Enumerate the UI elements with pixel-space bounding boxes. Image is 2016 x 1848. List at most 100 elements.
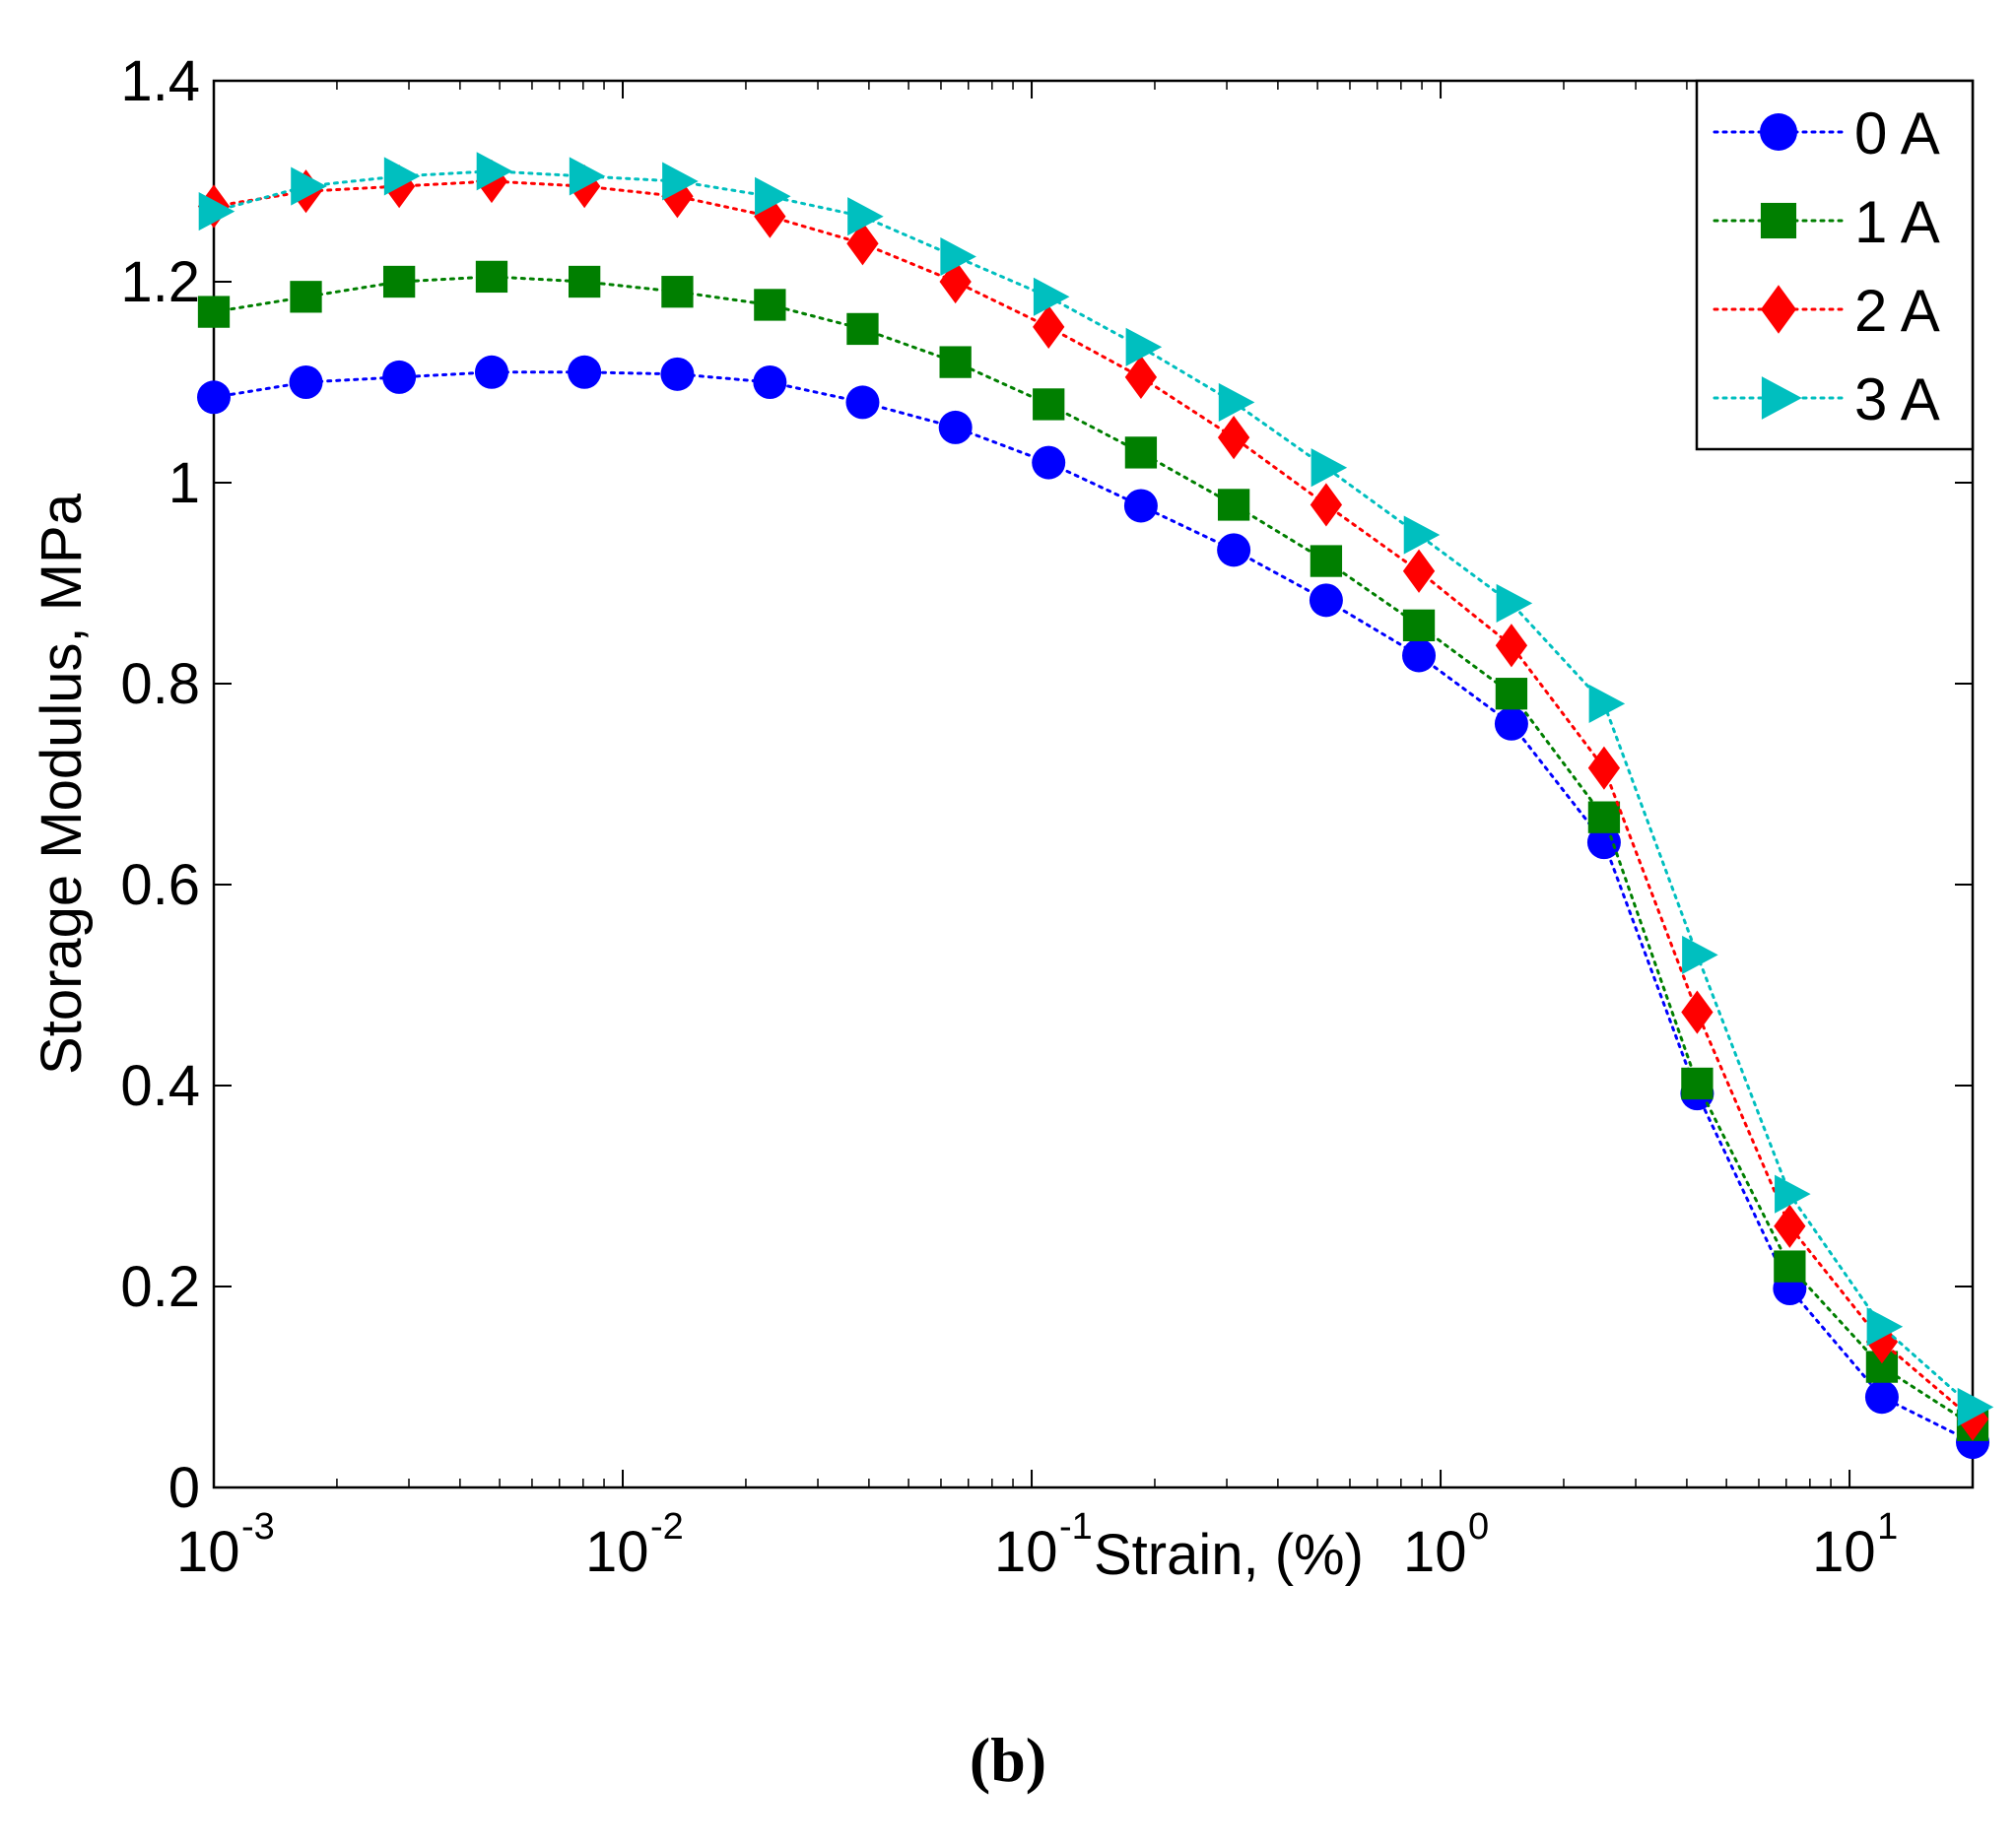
data-point: [1309, 583, 1343, 618]
legend-entry: 2 A: [1713, 278, 1940, 344]
y-tick-label: 0.8: [120, 652, 200, 716]
data-point: [1124, 436, 1158, 469]
data-point: [754, 289, 786, 321]
data-point: [1217, 489, 1250, 521]
data-point: [1033, 277, 1070, 316]
data-point: [1864, 1380, 1899, 1415]
data-point: [938, 410, 973, 444]
x-tick-label: 10 -2: [585, 1506, 684, 1584]
data-point: [475, 260, 508, 294]
data-point: [1774, 1204, 1806, 1248]
data-point: [1124, 355, 1158, 399]
data-point: [382, 360, 417, 394]
series-0-a: [197, 355, 1989, 1460]
data-point: [1402, 549, 1436, 593]
data-point: [1682, 935, 1718, 974]
data-point: [1218, 382, 1255, 422]
legend-label: 1 A: [1854, 189, 1940, 255]
legend-marker: [1761, 376, 1802, 420]
legend-label: 0 A: [1854, 100, 1940, 166]
data-point: [476, 152, 513, 191]
data-point: [1681, 990, 1714, 1034]
legend-marker: [1760, 285, 1797, 334]
data-point: [662, 162, 699, 201]
x-axis-title: Strain, (%): [1094, 1523, 1364, 1587]
y-tick-label: 0.6: [120, 853, 200, 917]
series-layer: [197, 152, 1994, 1460]
y-tick-label: 1: [168, 451, 200, 515]
data-point: [1217, 533, 1251, 567]
data-point: [1123, 489, 1158, 523]
data-point: [1403, 515, 1441, 555]
data-point: [1957, 1387, 1994, 1426]
data-point: [289, 365, 323, 399]
data-point: [1775, 1174, 1811, 1214]
data-point: [1587, 801, 1621, 833]
data-point: [847, 197, 884, 236]
data-point: [568, 265, 601, 298]
legend: 0 A 1 A 2 A 3 A: [1695, 79, 1975, 451]
x-tick-base: 10: [994, 1520, 1058, 1584]
data-point: [755, 176, 791, 216]
legend-label: 3 A: [1854, 366, 1940, 432]
data-point: [1494, 706, 1528, 741]
data-point: [845, 385, 880, 420]
legend-box: [1695, 79, 1975, 451]
data-point: [197, 296, 231, 328]
data-point: [1402, 638, 1437, 673]
series-line: [212, 169, 1975, 1409]
storage-modulus-chart: 00.20.40.60.811.21.410 -3 10 -2 10 -1 10 0 10 1St…: [30, 49, 1994, 1587]
data-point: [1310, 483, 1343, 527]
data-point: [1496, 583, 1533, 623]
data-point: [1032, 445, 1066, 480]
series-line: [212, 179, 1975, 1421]
legend-entry: 0 A: [1713, 100, 1940, 166]
data-point: [1495, 624, 1528, 668]
data-point: [1310, 448, 1348, 488]
data-point: [1774, 1250, 1806, 1283]
x-tick-exponent: -1: [1059, 1506, 1093, 1548]
legend-marker: [1760, 113, 1797, 151]
data-point: [382, 265, 416, 298]
y-tick-label: 0.2: [120, 1255, 200, 1319]
data-point: [1866, 1307, 1904, 1347]
x-tick-label: 10 -1: [994, 1506, 1093, 1584]
legend-label: 2 A: [1854, 278, 1940, 344]
data-point: [940, 236, 976, 277]
legend-marker: [1760, 202, 1797, 239]
plot-frame: [212, 79, 1975, 1489]
x-tick-exponent: -3: [241, 1506, 275, 1548]
data-point: [660, 357, 695, 391]
x-tick-label: 10 1: [1812, 1506, 1898, 1584]
data-point: [846, 222, 879, 266]
data-point: [198, 192, 235, 231]
y-axis-title: Storage Modulus, MPa: [30, 493, 94, 1075]
y-tick-label: 1.2: [120, 250, 200, 314]
x-tick-exponent: 0: [1468, 1506, 1489, 1548]
data-point: [291, 166, 327, 206]
x-tick-base: 10: [1403, 1520, 1467, 1584]
data-point: [383, 157, 421, 196]
legend-entry: 1 A: [1713, 189, 1940, 255]
x-tick-base: 10: [176, 1520, 240, 1584]
data-point: [1125, 327, 1163, 366]
x-tick-label: 10 -3: [176, 1506, 275, 1584]
y-tick-label: 0.4: [120, 1054, 200, 1118]
data-point: [568, 355, 602, 389]
data-point: [1586, 825, 1621, 860]
y-tick-label: 0: [168, 1456, 200, 1520]
data-point: [661, 276, 694, 308]
data-point: [474, 355, 508, 389]
data-point: [1588, 684, 1626, 723]
data-point: [1402, 609, 1436, 641]
data-point: [290, 281, 322, 313]
data-point: [197, 380, 231, 415]
data-point: [1217, 416, 1250, 460]
data-point: [1495, 678, 1528, 710]
data-point: [753, 365, 787, 399]
panel-label: (b): [969, 1725, 1047, 1795]
series-1-a: [197, 260, 1989, 1441]
data-point: [1587, 746, 1621, 790]
x-tick-exponent: 1: [1877, 1506, 1898, 1548]
